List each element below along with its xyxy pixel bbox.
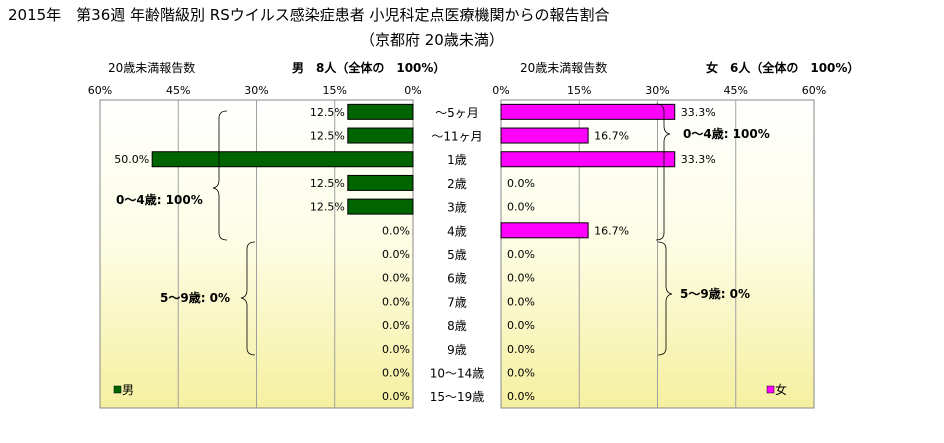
female-value-label: 0.0% (507, 201, 535, 214)
right-group-label-0-4: 0～4歳: 100% (683, 126, 770, 141)
category-label: 9歳 (447, 343, 467, 357)
male-value-label: 0.0% (382, 366, 410, 379)
category-label: 2歳 (447, 177, 467, 191)
right-tick-label: 30% (645, 84, 669, 97)
right-panel: 0% 15% 30% 45% 60% 33.3% 16.7% 33.3% 0.0% 0.0% 16… (492, 84, 826, 409)
female-value-label: 33.3% (681, 106, 716, 119)
male-value-label: 50.0% (114, 153, 149, 166)
male-bar (347, 127, 414, 144)
right-header: 女 6人（全体の 100%） (706, 60, 859, 75)
right-axis-label: 20歳未満報告数 (520, 60, 607, 75)
right-values: 33.3% 16.7% 33.3% 0.0% 0.0% 16.7% 0.0% 0.0% 0.0%… (507, 106, 716, 403)
male-value-label: 12.5% (310, 177, 345, 190)
right-tick-label: 60% (802, 84, 826, 97)
male-value-label: 12.5% (310, 201, 345, 214)
female-value-label: 16.7% (594, 130, 629, 143)
legend-female-swatch (766, 385, 775, 394)
left-tick-label: 15% (323, 84, 347, 97)
left-bracket-5-9 (240, 241, 256, 356)
category-label: 4歳 (447, 224, 467, 238)
right-bracket-0-4 (655, 103, 671, 241)
category-label: 8歳 (447, 319, 467, 333)
female-value-label: 0.0% (507, 248, 535, 261)
right-bracket-5-9 (657, 241, 673, 356)
category-label: 1歳 (447, 153, 467, 167)
category-label: ～5ヶ月 (435, 106, 479, 120)
male-bar (151, 151, 414, 168)
chart-subtitle: （京都府 20歳未満） (360, 31, 504, 49)
female-bar (500, 151, 676, 168)
male-value-label: 0.0% (382, 272, 410, 285)
female-value-label: 0.0% (507, 272, 535, 285)
left-tick-label: 30% (244, 84, 268, 97)
female-bar (500, 127, 589, 144)
right-bars (500, 103, 676, 239)
male-value-label: 0.0% (382, 224, 410, 237)
male-bar (347, 198, 414, 215)
male-value-label: 12.5% (310, 130, 345, 143)
left-header: 男 8人（全体の 100%） (292, 60, 445, 75)
left-bars (151, 103, 414, 215)
female-bar (500, 222, 589, 239)
legend-male: 男 (113, 383, 134, 397)
male-value-label: 0.0% (382, 390, 410, 403)
left-tick-label: 0% (404, 84, 421, 97)
right-tick-label: 45% (724, 84, 748, 97)
category-label: 6歳 (447, 272, 467, 286)
male-value-label: 0.0% (382, 295, 410, 308)
legend-male-label: 男 (122, 383, 134, 397)
category-labels: ～5ヶ月 ～11ヶ月 1歳 2歳 3歳 4歳 5歳 6歳 7歳 8歳 9歳 10～14歳 15～19歳 (430, 106, 485, 404)
left-tick-label: 45% (166, 84, 190, 97)
left-panel: 60% 45% 30% 15% 0% 12.5%12.5%50.0%12.5%12.5%… (88, 84, 422, 409)
legend-male-swatch (113, 385, 122, 394)
female-value-label: 0.0% (507, 319, 535, 332)
right-tick-label: 15% (567, 84, 591, 97)
left-bracket-0-4 (212, 110, 228, 241)
male-value-label: 0.0% (382, 319, 410, 332)
female-value-label: 0.0% (507, 390, 535, 403)
right-ticks: 0% 15% 30% 45% 60% (492, 84, 826, 97)
legend-female-label: 女 (775, 382, 787, 397)
left-group-label-0-4: 0～4歳: 100% (116, 192, 203, 207)
female-value-label: 0.0% (507, 366, 535, 379)
legend-female: 女 (766, 382, 787, 397)
female-value-label: 33.3% (681, 153, 716, 166)
category-label: 3歳 (447, 201, 467, 215)
left-ticks: 60% 45% 30% 15% 0% (88, 84, 422, 97)
male-value-label: 0.0% (382, 343, 410, 356)
female-value-label: 0.0% (507, 343, 535, 356)
left-axis-label: 20歳未満報告数 (108, 60, 195, 75)
left-values: 12.5% 12.5% 50.0% 12.5% 12.5% 0.0% 0.0% 0.0% 0.0… (114, 106, 410, 403)
male-value-label: 0.0% (382, 248, 410, 261)
female-value-label: 16.7% (594, 224, 629, 237)
category-label: 5歳 (447, 248, 467, 262)
female-bar (500, 103, 676, 120)
category-label: 10～14歳 (430, 366, 485, 380)
male-bar (347, 174, 414, 191)
female-value-label: 0.0% (507, 295, 535, 308)
chart-title: 2015年 第36週 年齢階級別 RSウイルス感染症患者 小児科定点医療機関から… (8, 6, 610, 24)
left-tick-label: 60% (88, 84, 112, 97)
right-tick-label: 0% (492, 84, 509, 97)
category-label: 7歳 (447, 295, 467, 309)
female-value-label: 0.0% (507, 177, 535, 190)
left-group-label-5-9: 5～9歳: 0% (160, 290, 230, 305)
category-label: 15～19歳 (430, 390, 485, 404)
right-group-label-5-9: 5～9歳: 0% (680, 286, 750, 301)
category-label: ～11ヶ月 (431, 130, 482, 144)
male-bar (347, 103, 414, 120)
male-value-label: 12.5% (310, 106, 345, 119)
